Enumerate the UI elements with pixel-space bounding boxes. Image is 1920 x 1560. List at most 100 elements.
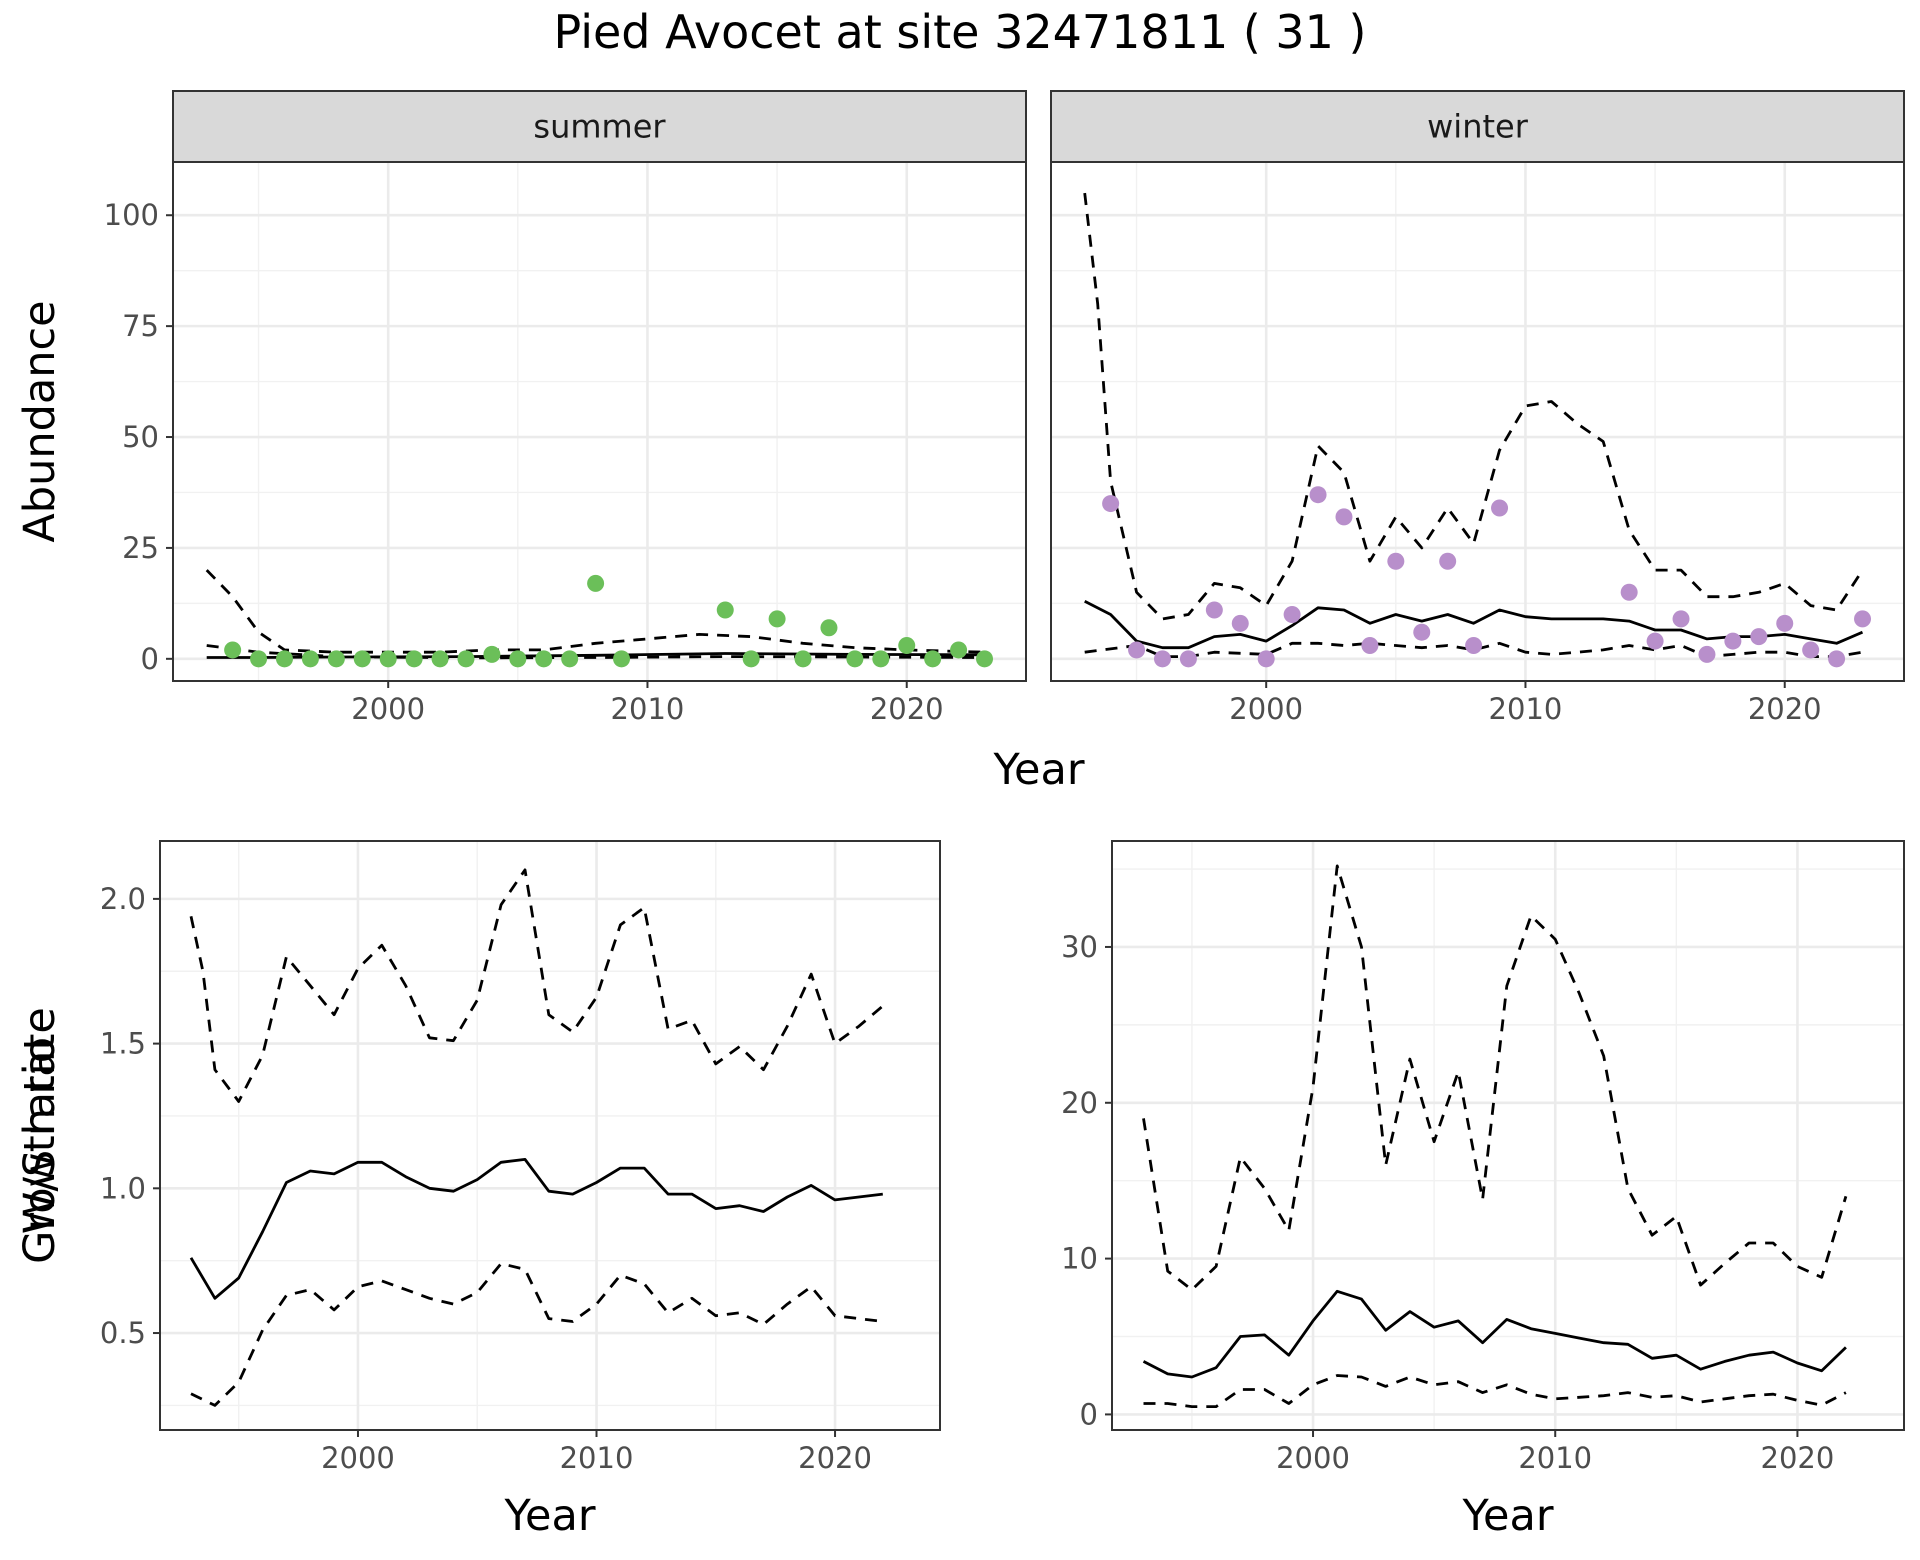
data-point — [1413, 623, 1431, 641]
x-tick-label: 2000 — [351, 692, 425, 726]
facet-strip — [172, 90, 1027, 163]
facet-label: winter — [1427, 108, 1529, 146]
data-point — [1491, 499, 1509, 517]
y-axis-title: Growth rate — [15, 1007, 65, 1264]
data-point — [250, 650, 268, 668]
data-point — [275, 650, 293, 668]
series-line-fit — [189, 1158, 883, 1300]
data-point — [1828, 650, 1846, 668]
y-tick-label: 25 — [122, 531, 159, 565]
x-axis-title: Year — [1461, 1491, 1553, 1541]
y-tick-label: 0 — [141, 642, 159, 676]
data-point — [1102, 495, 1120, 513]
y-tick-label: 10 — [1061, 1242, 1098, 1276]
data-point — [872, 650, 890, 668]
data-point — [1698, 645, 1716, 663]
x-axis-title: Year — [503, 1491, 595, 1541]
x-tick-label: 2020 — [1748, 692, 1822, 726]
data-point — [1231, 614, 1249, 632]
data-point — [924, 650, 942, 668]
series-line-upper — [1083, 192, 1864, 621]
data-point — [327, 650, 345, 668]
data-point — [535, 650, 553, 668]
plot-border — [159, 840, 941, 1431]
data-point — [224, 641, 242, 659]
x-tick-label: 2000 — [321, 1441, 395, 1475]
series-line-lower — [206, 644, 985, 660]
plot-area — [1112, 841, 1904, 1430]
y-tick-label: 2.0 — [100, 882, 146, 916]
data-point — [1750, 628, 1768, 646]
data-point — [457, 650, 475, 668]
data-point — [379, 650, 397, 668]
y-tick-label: 0 — [1080, 1397, 1098, 1431]
x-tick-label: 2020 — [798, 1441, 872, 1475]
data-point — [613, 650, 631, 668]
plot-border — [1111, 840, 1905, 1431]
y-tick-label: 30 — [1061, 930, 1098, 964]
data-point — [1283, 605, 1301, 623]
x-tick-label: 2020 — [1761, 1441, 1835, 1475]
data-point — [820, 619, 838, 637]
data-point — [1205, 601, 1223, 619]
x-tick-label: 2010 — [560, 1441, 634, 1475]
chart-panel-4: 2000 2010 2020 0 10 20 30 Year W/S ratio — [15, 840, 1905, 1541]
x-tick-label: 2000 — [1276, 1441, 1350, 1475]
data-point — [1672, 610, 1690, 628]
data-point — [1854, 610, 1872, 628]
data-point — [716, 601, 734, 619]
x-tick-label: 2010 — [1489, 692, 1563, 726]
data-point — [1128, 641, 1146, 659]
series-line-lower — [1143, 1374, 1847, 1408]
y-tick-label: 1.0 — [100, 1171, 146, 1205]
data-point — [561, 650, 579, 668]
data-point — [1465, 637, 1483, 655]
data-point — [509, 650, 527, 668]
data-point — [768, 610, 786, 628]
x-tick-label: 2000 — [1229, 692, 1303, 726]
data-point — [483, 645, 501, 663]
series-line-upper — [1142, 864, 1848, 1292]
data-point — [353, 650, 371, 668]
main-title: Pied Avocet at site 32471811 ( 31 ) — [554, 5, 1367, 59]
chart-panel-2: winter 2000 2010 2020 — [1050, 90, 1905, 726]
data-point — [301, 650, 319, 668]
plot-area — [1051, 162, 1904, 681]
data-point — [1179, 650, 1197, 668]
data-point — [1335, 508, 1353, 526]
data-point — [742, 650, 760, 668]
y-tick-label: 75 — [122, 309, 159, 343]
data-point — [1309, 486, 1327, 504]
chart-panel-1: summer 2000 2010 2020 0 25 50 75 100 Abundance — [15, 90, 1027, 726]
series-line-fit — [1142, 1289, 1847, 1379]
data-point — [1387, 552, 1405, 570]
series-line-lower — [1084, 641, 1863, 658]
data-point — [431, 650, 449, 668]
plot-area — [160, 841, 940, 1430]
y-tick-label: 0.5 — [100, 1316, 146, 1350]
data-point — [976, 650, 994, 668]
data-point — [846, 650, 864, 668]
data-point — [1646, 632, 1664, 650]
facet-x-axis-title: Year — [992, 745, 1084, 795]
y-axis-title: W/S ratio — [15, 1037, 65, 1234]
data-point — [950, 641, 968, 659]
series-line-lower — [190, 1262, 883, 1407]
series-line-fit — [206, 652, 985, 659]
y-tick-label: 20 — [1061, 1086, 1098, 1120]
data-point — [1361, 637, 1379, 655]
x-tick-label: 2010 — [611, 692, 685, 726]
x-tick-label: 2010 — [1518, 1441, 1592, 1475]
data-point — [794, 650, 812, 668]
data-point — [1620, 583, 1638, 601]
data-point — [587, 574, 605, 592]
data-point — [1776, 614, 1794, 632]
facet-label: summer — [533, 108, 666, 146]
series-line-upper — [189, 868, 884, 1103]
facet-strip — [1050, 90, 1905, 163]
y-tick-label: 100 — [104, 198, 159, 232]
data-point — [405, 650, 423, 668]
chart-panel-3: 2000 2010 2020 0.5 1.0 1.5 2.0 Year Growth rate — [15, 840, 941, 1541]
